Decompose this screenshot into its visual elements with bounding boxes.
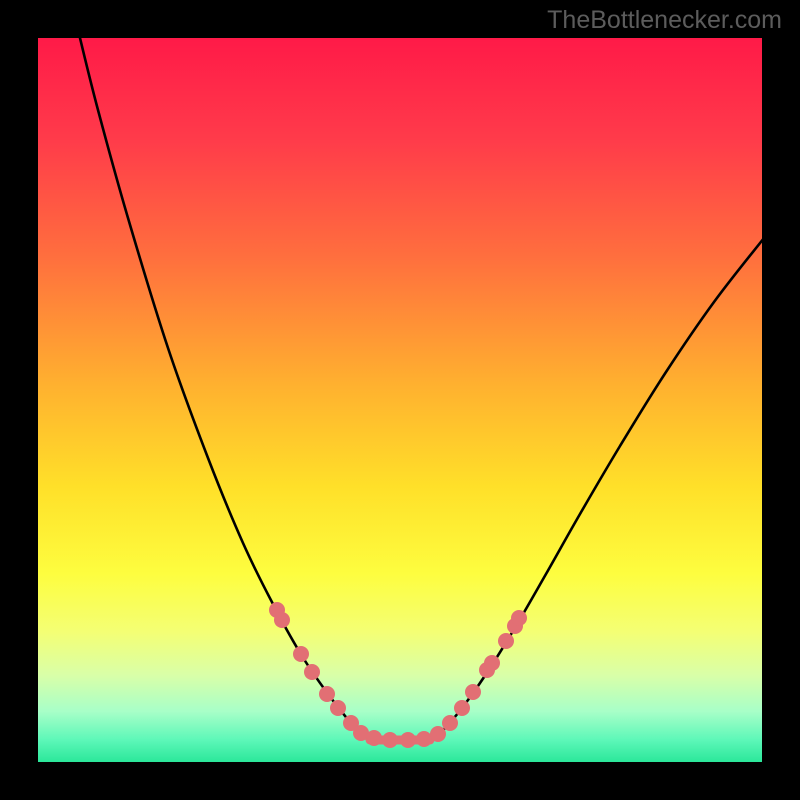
data-marker: [382, 732, 398, 748]
curve-layer: [38, 38, 762, 762]
data-marker: [274, 612, 290, 628]
data-marker: [511, 610, 527, 626]
data-marker: [465, 684, 481, 700]
data-marker: [293, 646, 309, 662]
data-marker: [330, 700, 346, 716]
data-marker: [366, 730, 382, 746]
data-marker: [304, 664, 320, 680]
curve-left-arm: [79, 38, 368, 740]
data-marker: [442, 715, 458, 731]
data-marker: [484, 655, 500, 671]
data-marker: [400, 732, 416, 748]
plot-area: [38, 38, 762, 762]
data-marker: [454, 700, 470, 716]
data-marker: [319, 686, 335, 702]
watermark-text: TheBottlenecker.com: [547, 6, 782, 35]
data-marker: [498, 633, 514, 649]
